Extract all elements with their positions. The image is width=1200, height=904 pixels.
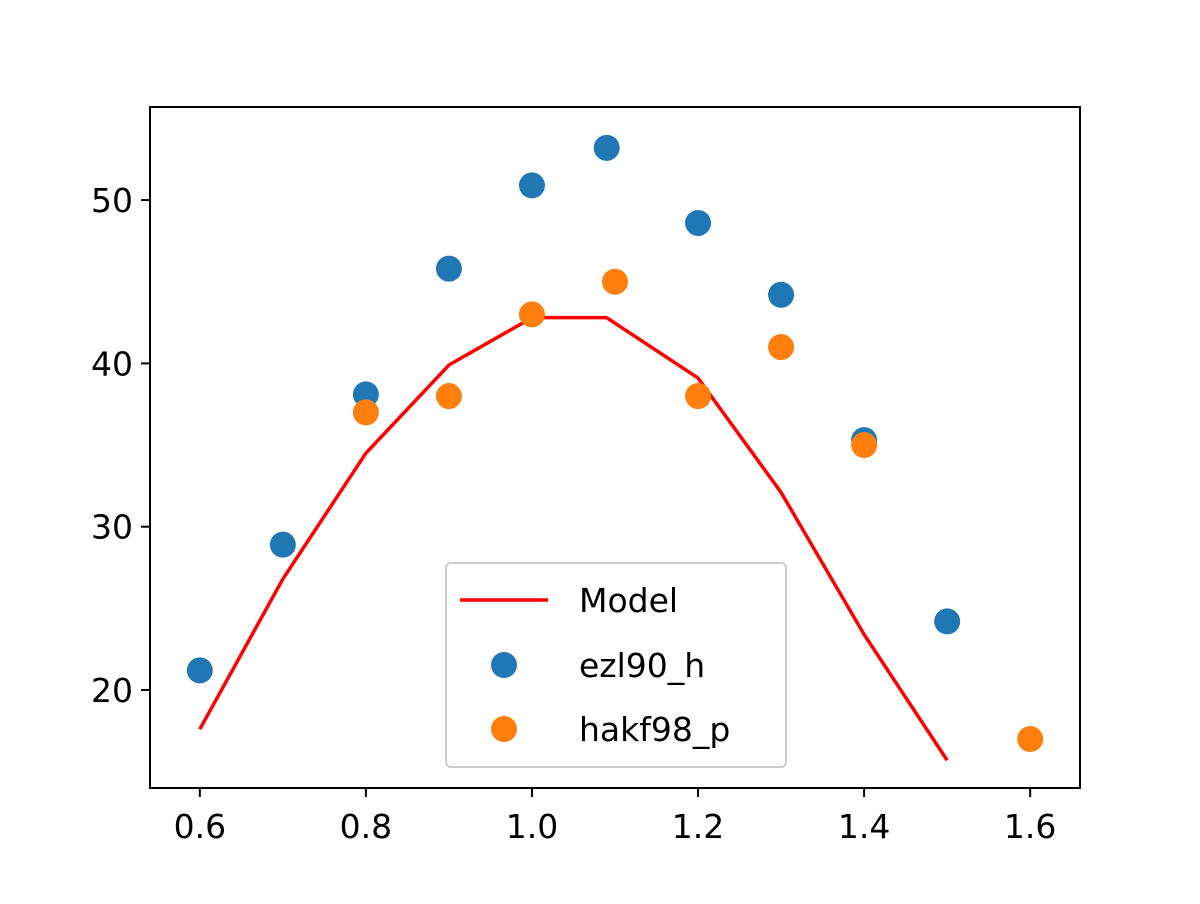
x-tick-label: 0.8: [340, 807, 392, 846]
data-point-ezl90_h: [518, 172, 545, 199]
x-tick-label: 0.6: [174, 807, 226, 846]
data-point-ezl90_h: [186, 657, 213, 684]
x-tick-label: 1.4: [838, 807, 890, 846]
legend-swatch-hakf98_p: [491, 716, 517, 742]
legend: Model ezl90_h hakf98_p: [445, 562, 787, 768]
series-line-model: [198, 315, 949, 762]
x-tick-label: 1.6: [1004, 807, 1056, 846]
legend-label: hakf98_p: [579, 710, 730, 749]
y-tick-label: 30: [91, 508, 133, 547]
data-point-ezl90_h: [269, 531, 296, 558]
y-tick-label: 20: [91, 671, 133, 710]
data-point-ezl90_h: [435, 255, 462, 282]
data-point-hakf98_p: [851, 432, 878, 459]
data-point-hakf98_p: [602, 268, 628, 295]
data-point-ezl90_h: [593, 134, 620, 161]
data-point-ezl90_h: [768, 281, 795, 308]
plot-frame: [149, 106, 1081, 789]
data-point-hakf98_p: [685, 383, 712, 410]
data-point-hakf98_p: [518, 301, 545, 328]
data-point-hakf98_p: [352, 399, 379, 426]
data-point-ezl90_h: [352, 381, 379, 408]
x-tick-label: 1.0: [506, 807, 558, 846]
axes: 0.6 0.8 1.0 1.2 1.4 1.6 20 30 40 50: [91, 106, 1081, 846]
data-point-ezl90_h: [934, 608, 961, 635]
legend-label: ezl90_h: [579, 646, 705, 685]
legend-label: Model: [579, 581, 678, 620]
y-tick-label: 50: [91, 181, 133, 220]
data-point-hakf98_p: [768, 334, 795, 361]
y-tick-label: 40: [91, 344, 133, 383]
plot-area: [186, 134, 1044, 762]
x-tick-label: 1.2: [672, 807, 724, 846]
data-point-ezl90_h: [685, 209, 712, 236]
data-point-hakf98_p: [435, 383, 462, 410]
legend-box: [445, 562, 787, 768]
data-point-hakf98_p: [1017, 726, 1044, 753]
legend-swatch-ezl90_h: [491, 652, 517, 678]
